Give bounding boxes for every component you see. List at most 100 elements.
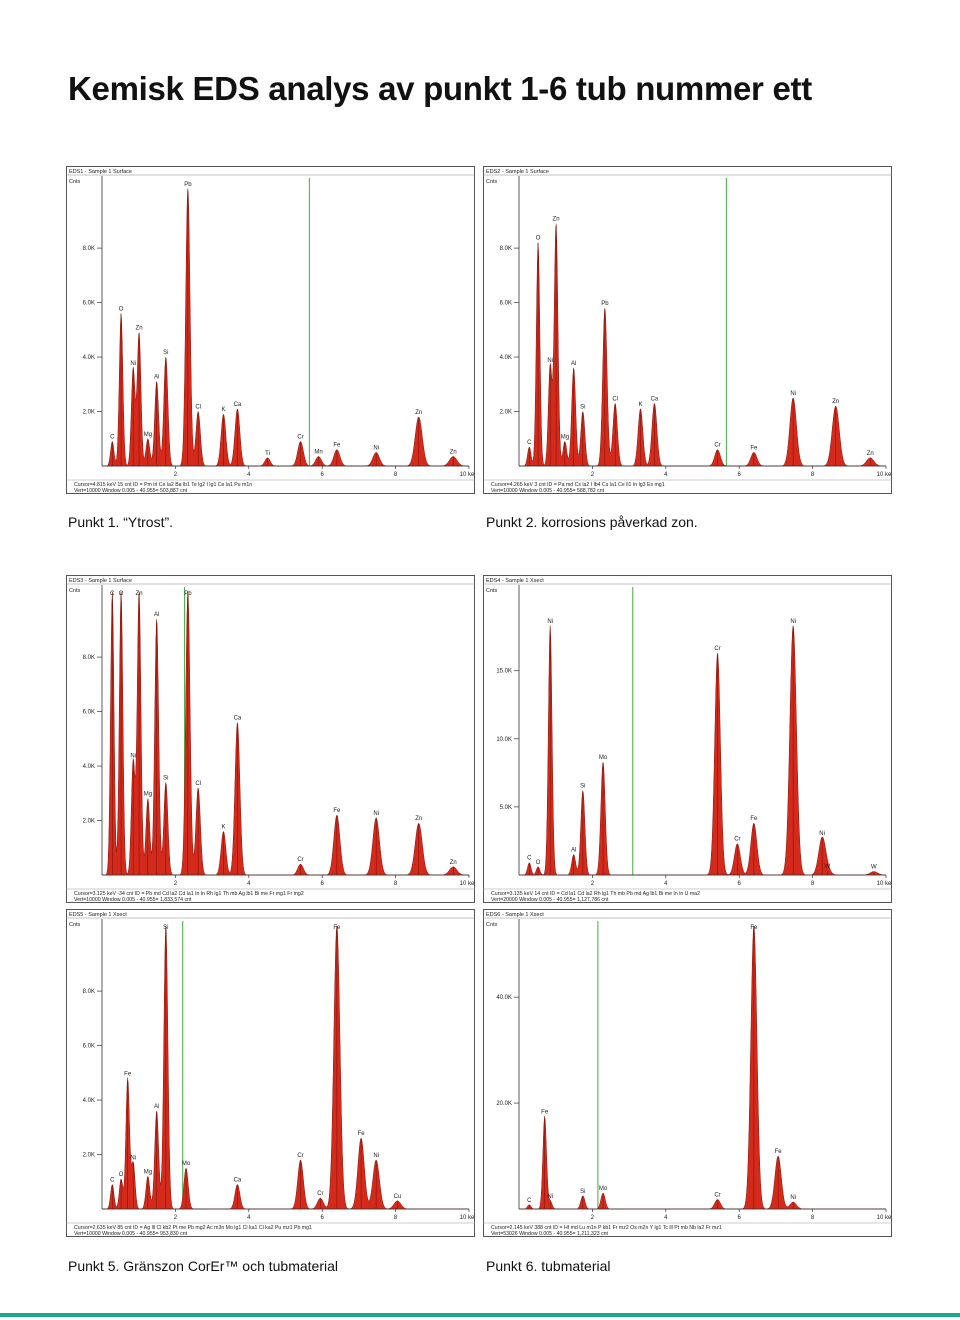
x-tick-label: 10 keV [877, 881, 892, 887]
peak-label: Mo [182, 1161, 191, 1167]
peak-label: Mo [599, 1186, 608, 1192]
y-tick-label: 6.0K [83, 710, 95, 716]
x-tick-label: 6 [738, 881, 742, 887]
peak-label: Zn [415, 410, 422, 416]
peak-label: Al [154, 1104, 159, 1110]
y-tick-label: 8.0K [500, 246, 512, 252]
x-tick-label: 10 keV [877, 472, 892, 478]
panel-frame [483, 909, 892, 1237]
accent-bar [0, 1313, 960, 1317]
eds-panel-4: EDS4 - Sample 1 Xsect Cnts 5.0K 10.0K 15.0K 2… [483, 575, 892, 903]
peak-label: C [110, 434, 115, 440]
peak-label: Ni [819, 831, 825, 837]
peak-label: O [536, 860, 541, 866]
y-tick-label: 8.0K [83, 246, 95, 252]
y-axis-label: Cnts [486, 179, 498, 185]
x-tick-label: 8 [394, 1215, 398, 1221]
eds-spectrum-svg: EDS6 - Sample 1 Xsect Cnts 20.0K 40.0K 2 4 6 8 1… [483, 909, 892, 1237]
peak-label: Cu [394, 1194, 402, 1200]
footer-window-line: Vert=20000 Window 0.005 - 40.955= 1,127,… [491, 897, 609, 903]
peak-label: Fe [333, 808, 341, 814]
eds-panel-6: EDS6 - Sample 1 Xsect Cnts 20.0K 40.0K 2 4 6 8 1… [483, 909, 892, 1237]
panel-title: EDS6 - Sample 1 Xsect [486, 912, 544, 918]
peak-label: Pb [184, 591, 192, 597]
x-tick-label: 10 keV [877, 1215, 892, 1221]
footer-window-line: Vert=10000 Window 0.005 - 40.955= 953,83… [74, 1231, 188, 1237]
peak-label: O [119, 1172, 124, 1178]
eds-spectrum-svg: EDS3 - Sample 1 Surface Cnts 2.0K 4.0K 6.0K 8… [66, 575, 475, 903]
x-tick-label: 4 [664, 881, 668, 887]
panel-title: EDS4 - Sample 1 Xsect [486, 578, 544, 584]
x-tick-label: 4 [247, 881, 251, 887]
peak-label: Zn [136, 326, 143, 332]
page-title: Kemisk EDS analys av punkt 1-6 tub numme… [68, 70, 812, 107]
peak-label: Fe [541, 1109, 549, 1115]
peak-label: Si [163, 350, 168, 356]
peak-label: Fe [750, 816, 758, 822]
peak-label: O [119, 591, 124, 597]
peak-label: W [871, 865, 877, 871]
panel-frame [66, 166, 475, 494]
peak-label: Ni [373, 1153, 379, 1159]
y-tick-label: 10.0K [496, 737, 512, 743]
y-tick-label: 8.0K [83, 655, 95, 661]
peak-label: Zn [415, 816, 422, 822]
peak-label: Ti [265, 451, 270, 457]
peak-label: Cr [297, 434, 303, 440]
y-tick-label: 4.0K [83, 764, 95, 770]
peak-label: Zn [450, 860, 457, 866]
peak-label: Al [571, 848, 576, 854]
x-tick-label: 8 [394, 881, 398, 887]
x-tick-label: 4 [664, 472, 668, 478]
peak-label: K [221, 407, 225, 413]
peak-label: O [119, 306, 124, 312]
peak-label: Cl [195, 405, 201, 411]
eds-panel-5: EDS5 - Sample 1 Xsect Cnts 2.0K 4.0K 6.0K 8.0… [66, 909, 475, 1237]
peak-label: Ni [373, 445, 379, 451]
y-tick-label: 2.0K [83, 819, 95, 825]
peak-label: Fe [775, 1149, 783, 1155]
footer-cursor-line: Cursor=4.265 keV 3 cnt ID = Pa md Cs la2… [491, 482, 665, 488]
x-tick-label: 2 [174, 1215, 178, 1221]
x-tick-label: 8 [811, 1215, 815, 1221]
footer-window-line: Vert=53026 Window 0.005 - 40.955= 1,211,… [491, 1231, 609, 1237]
footer-window-line: Vert=10000 Window 0.005 - 40.955= 503,88… [74, 488, 188, 494]
x-tick-label: 4 [247, 1215, 251, 1221]
y-axis-label: Cnts [486, 588, 498, 594]
y-axis-label: Cnts [69, 179, 81, 185]
x-tick-label: 10 keV [460, 881, 475, 887]
y-axis-label: Cnts [486, 922, 498, 928]
eds-spectrum-svg: EDS1 - Sample 1 Surface Cnts 2.0K 4.0K 6.0K 8… [66, 166, 475, 494]
peak-label: K [638, 402, 642, 408]
peak-label: Zn [867, 451, 874, 457]
x-tick-label: 6 [738, 1215, 742, 1221]
peak-label: Ni [790, 619, 796, 625]
peak-label: Ni [373, 811, 379, 817]
y-tick-label: 4.0K [500, 355, 512, 361]
peak-label: Fe [333, 925, 341, 931]
peak-label: Mg [144, 792, 152, 798]
x-tick-label: 4 [247, 472, 251, 478]
y-tick-label: 4.0K [83, 1098, 95, 1104]
caption-punkt-2: Punkt 2. korrosions påverkad zon. [486, 514, 698, 530]
peak-label: Cl [612, 396, 618, 402]
peak-label: Al [154, 612, 159, 618]
x-tick-label: 4 [664, 1215, 668, 1221]
peak-label: Cr [714, 443, 720, 449]
y-tick-label: 6.0K [83, 1044, 95, 1050]
panel-title: EDS2 - Sample 1 Surface [486, 169, 549, 175]
peak-label: Pb [601, 301, 609, 307]
peak-label: Si [163, 925, 168, 931]
peak-label: Ni [130, 1156, 136, 1162]
x-tick-label: 10 keV [460, 1215, 475, 1221]
x-tick-label: 2 [591, 472, 595, 478]
y-axis-label: Cnts [69, 588, 81, 594]
peak-label: Cr [734, 837, 740, 843]
x-tick-label: 8 [394, 472, 398, 478]
caption-punkt-5: Punkt 5. Gränszon CorEr™ och tubmaterial [68, 1258, 339, 1274]
caption-punkt-6: Punkt 6. tubmaterial [486, 1258, 611, 1274]
peak-label: Si [580, 405, 585, 411]
footer-cursor-line: Cursor=2.145 keV 388 cnt ID = Hf md Lu m… [491, 1225, 722, 1231]
peak-label: Cl [195, 781, 201, 787]
peak-label: C [110, 591, 115, 597]
